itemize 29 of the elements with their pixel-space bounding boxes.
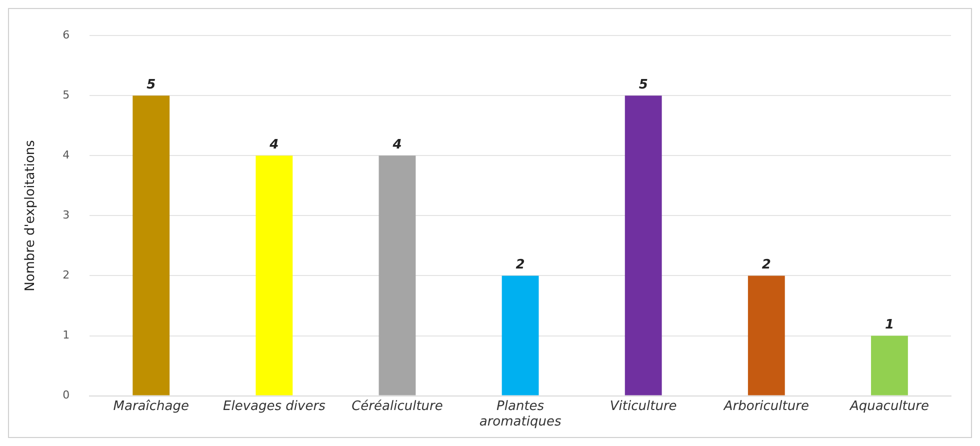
x-tick-label: Céréaliculture — [352, 398, 443, 414]
x-tick-label: Aquaculture — [848, 398, 929, 414]
data-label: 1 — [884, 318, 894, 333]
data-label: 2 — [762, 258, 771, 273]
bar — [502, 276, 539, 396]
x-tick-label: Viticulture — [610, 398, 677, 414]
bar — [256, 156, 293, 396]
x-tick-label: Arboriculture — [722, 398, 809, 414]
y-tick-label: 2 — [62, 268, 70, 282]
y-axis-title: Nombre d'exploitations — [23, 140, 38, 292]
x-tick-label: Plantes aromatiques — [479, 398, 562, 430]
y-tick-label: 3 — [62, 208, 70, 222]
bar — [378, 156, 416, 396]
y-tick-label: 0 — [62, 388, 70, 402]
bar — [624, 96, 662, 396]
bar — [871, 336, 908, 396]
y-tick-label: 4 — [62, 148, 70, 162]
bar — [132, 96, 170, 396]
bar — [748, 276, 785, 396]
x-tick-label: Maraîchage — [113, 398, 189, 414]
x-tick-label: Elevages divers — [223, 398, 326, 414]
data-label: 5 — [638, 78, 648, 93]
y-tick-label: 5 — [62, 88, 70, 102]
y-tick-label: 6 — [62, 28, 70, 42]
data-label: 5 — [146, 78, 156, 93]
y-tick-label: 1 — [62, 328, 70, 342]
data-label: 2 — [516, 258, 525, 273]
data-label: 4 — [392, 138, 402, 153]
data-label: 4 — [268, 138, 279, 153]
